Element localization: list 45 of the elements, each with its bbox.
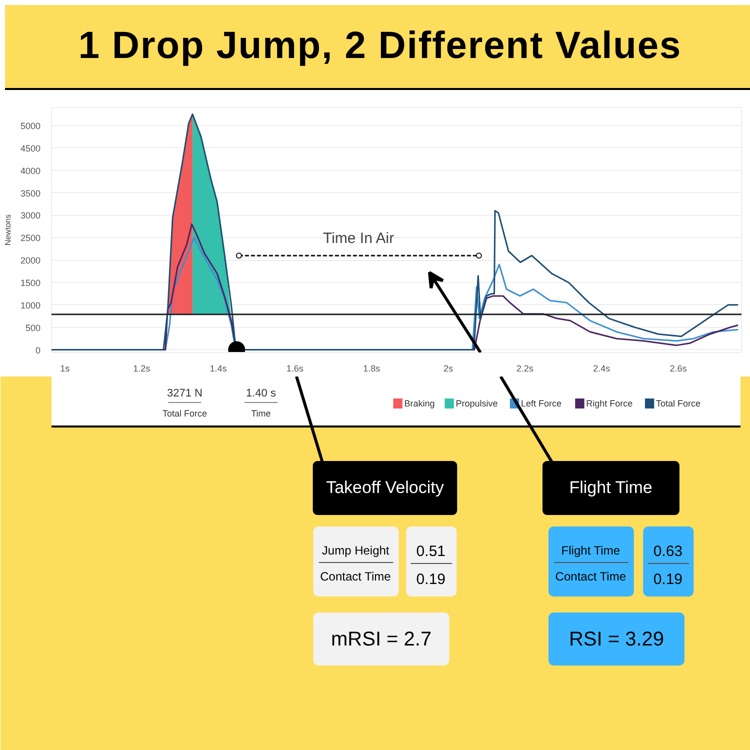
y-tick-label: 0 [35,345,41,356]
text: Contact Time [320,570,392,584]
legend-label: Propulsive [456,398,498,408]
x-tick-label: 2s [443,364,454,374]
text: 0.19 [416,571,446,588]
text: 0.63 [653,543,683,560]
legend-label: Braking [404,398,435,408]
text: Flight Time [569,478,652,497]
x-tick-label: 2.6s [670,364,688,374]
y-tick-label: 1000 [20,300,41,310]
y-tick-label: 3500 [20,188,41,198]
text: 1.40 s [246,388,276,400]
text: Jump Height [322,544,390,558]
y-tick-label: 1500 [20,278,41,288]
x-tick-label: 1.4s [210,364,228,374]
legend-label: Total Force [656,398,701,408]
text: Contact Time [555,570,626,584]
x-tick-label: 2.4s [593,364,611,374]
x-tick-label: 1.6s [286,364,304,374]
x-tick-label: 1.8s [363,364,381,374]
text: Total Force [162,408,207,418]
y-tick-label: 3000 [20,210,41,221]
text: Takeoff Velocity [326,478,444,497]
y-tick-label: 500 [25,322,41,333]
text: Time [251,408,271,418]
x-tick-label: 1.2s [133,364,151,374]
y-tick-label: 2000 [20,256,41,266]
text: 3271 N [166,388,202,400]
text: RSI = 3.29 [568,628,664,650]
y-tick-label: 4500 [20,143,41,154]
line-series [52,113,739,351]
y-tick-label: 4000 [20,166,41,176]
annotation: Time In Air [322,230,394,247]
legend-label: Left Force [520,398,562,408]
y-tick-label: 5000 [20,120,41,131]
text: mRSI = 2.7 [331,628,432,650]
text: Flight Time [561,544,620,558]
legend-label: Right Force [586,398,633,408]
x-tick-label: 1s [60,364,70,374]
text: 0.51 [416,543,446,560]
y-axis-title: Newtons [3,214,12,246]
text: 0.19 [653,571,683,588]
x-tick-label: 2.2s [516,364,534,374]
chart-title: 1 Drop Jump, 2 Different Values [78,24,682,70]
y-tick-label: 2500 [20,233,41,244]
